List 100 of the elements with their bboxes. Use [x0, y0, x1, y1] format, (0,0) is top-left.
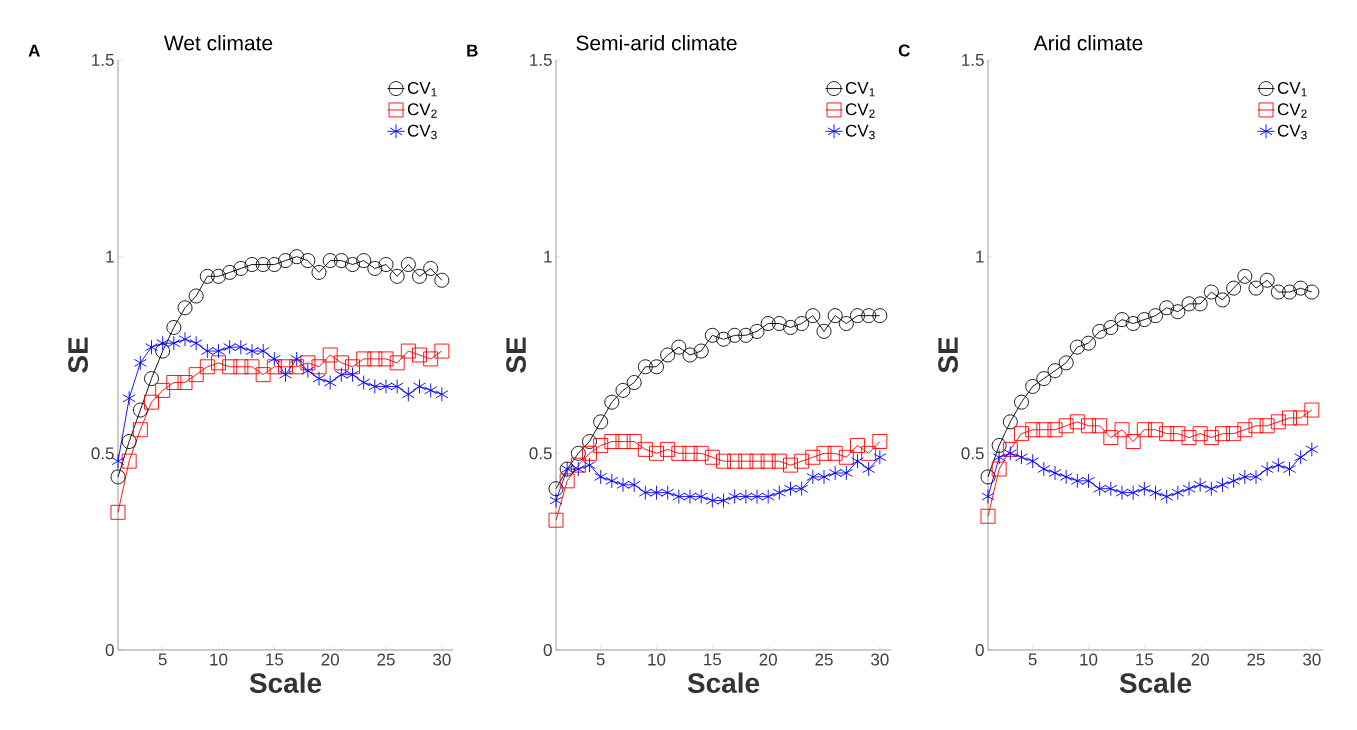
point — [289, 359, 305, 375]
point — [1002, 414, 1018, 430]
legend-label: CV$_{1}$ — [845, 81, 875, 97]
point — [838, 449, 854, 465]
point — [704, 449, 720, 465]
point — [121, 434, 137, 449]
point — [255, 367, 271, 383]
point — [256, 343, 270, 359]
point — [1058, 355, 1074, 371]
point — [1293, 410, 1309, 426]
point — [1304, 402, 1320, 418]
point — [1159, 300, 1175, 316]
point — [145, 339, 159, 355]
point — [660, 441, 676, 457]
y-tick-label: 0.5 — [91, 447, 114, 460]
point — [660, 347, 676, 363]
point — [188, 288, 204, 304]
point — [167, 335, 181, 351]
x-axis-title: Scale — [1119, 672, 1192, 693]
point — [279, 367, 293, 383]
point — [244, 257, 260, 272]
point — [716, 453, 731, 469]
legend-label: CV$_{2}$ — [407, 103, 437, 118]
point — [738, 453, 754, 469]
point — [322, 253, 338, 269]
point — [1260, 461, 1274, 477]
point — [144, 371, 159, 387]
point — [166, 320, 182, 335]
point — [1271, 457, 1285, 473]
point — [693, 445, 709, 461]
point — [1014, 394, 1029, 410]
y-tick-label: 1.5 — [92, 54, 114, 66]
point — [1226, 426, 1242, 442]
point — [356, 253, 372, 269]
legend-label: CV$_{3}$ — [1277, 124, 1307, 140]
x-tick-label: 25 — [815, 653, 833, 666]
chart-title: Arid climate — [1033, 35, 1143, 51]
point — [583, 457, 597, 473]
point — [356, 351, 372, 367]
point — [301, 363, 315, 379]
point — [980, 508, 996, 524]
point — [368, 379, 382, 394]
point — [178, 331, 192, 347]
point — [1058, 418, 1074, 434]
x-tick-label: 20 — [759, 653, 777, 666]
point — [1237, 422, 1253, 438]
point — [322, 347, 338, 363]
point — [593, 438, 609, 453]
point — [615, 382, 631, 398]
point — [626, 434, 642, 449]
point — [1125, 316, 1141, 331]
point — [637, 441, 653, 457]
point — [604, 434, 620, 449]
point — [1249, 469, 1263, 485]
point — [1237, 268, 1253, 284]
point — [1003, 445, 1017, 461]
point — [389, 355, 405, 371]
point — [559, 473, 575, 489]
point — [548, 481, 564, 497]
point — [861, 445, 877, 461]
point — [850, 438, 865, 453]
x-tick-label: 15 — [266, 653, 284, 666]
y-tick-label: 0 — [105, 643, 114, 657]
point — [132, 402, 148, 418]
legend-label: CV$_{2}$ — [845, 103, 875, 118]
point — [749, 453, 765, 469]
point — [144, 394, 159, 410]
x-axis-title: Scale — [249, 672, 322, 693]
point — [189, 335, 203, 351]
point — [1148, 422, 1163, 438]
point — [156, 335, 170, 351]
point — [761, 489, 775, 505]
point — [794, 316, 810, 331]
point — [750, 489, 764, 505]
x-tick-label: 15 — [1136, 653, 1154, 666]
point — [155, 343, 171, 359]
point — [1270, 284, 1286, 300]
point — [549, 493, 563, 508]
point — [1148, 308, 1163, 324]
y-tick-label: 0 — [543, 643, 552, 657]
x-tick-label: 5 — [1028, 653, 1037, 666]
point — [571, 461, 585, 477]
point — [839, 465, 853, 481]
text: A — [28, 44, 40, 57]
point — [1002, 441, 1018, 457]
x-tick-label: 25 — [1247, 653, 1265, 666]
point — [1125, 434, 1141, 449]
point — [650, 485, 664, 501]
point — [323, 375, 337, 390]
point — [1148, 485, 1163, 501]
point — [991, 461, 1007, 477]
y-tick-label: 0 — [975, 643, 984, 657]
point — [827, 445, 843, 461]
point — [693, 343, 709, 359]
point — [1114, 422, 1130, 438]
point — [1126, 485, 1140, 501]
point — [1092, 418, 1108, 434]
point — [223, 339, 237, 355]
point — [682, 445, 698, 461]
point — [805, 449, 821, 465]
